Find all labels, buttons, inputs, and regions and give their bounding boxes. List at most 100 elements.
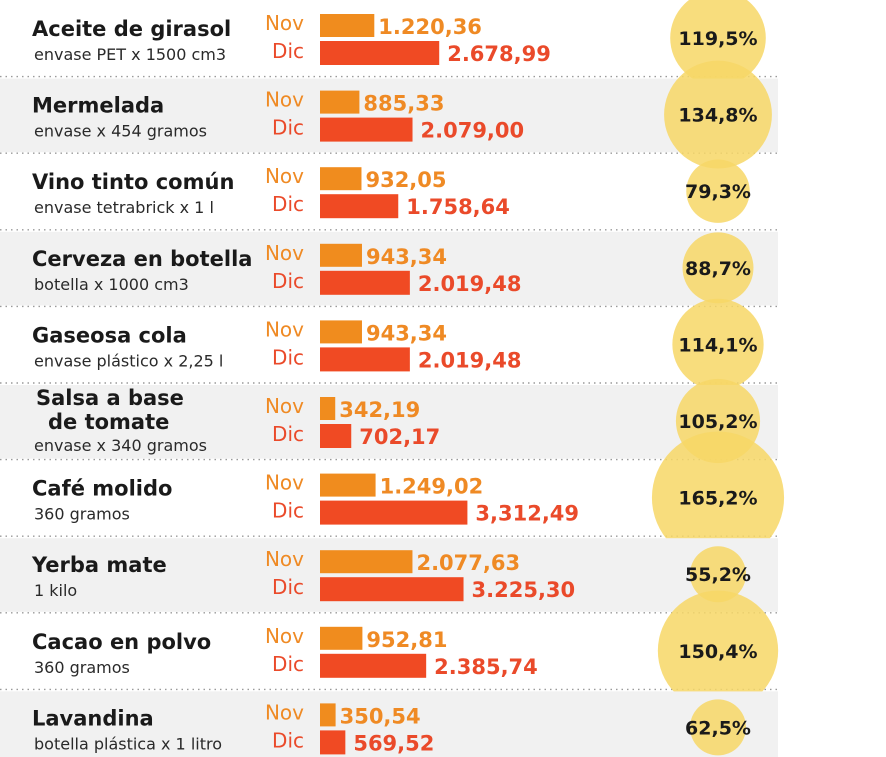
- product-name: Aceite de girasol: [32, 17, 231, 41]
- month-label-nov: Nov: [265, 624, 304, 648]
- bar-nov: [320, 90, 360, 114]
- month-label-nov: Nov: [265, 317, 304, 341]
- value-label-dic: 3.225,30: [472, 578, 576, 602]
- product-unit: botella plástica x 1 litro: [34, 734, 222, 753]
- pct-circle: [670, 0, 766, 86]
- month-label-nov: Nov: [265, 164, 304, 188]
- product-name: Yerba mate: [31, 553, 167, 577]
- bar-dic: [320, 194, 399, 219]
- bar-dic: [320, 270, 410, 295]
- pct-circle: [682, 232, 754, 304]
- bar-nov: [320, 243, 362, 267]
- value-label-dic: 2.678,99: [447, 42, 551, 66]
- bar-nov: [320, 397, 336, 420]
- value-label-dic: 2.019,48: [418, 348, 522, 372]
- bar-nov: [320, 14, 375, 37]
- value-label-nov: 342,19: [339, 398, 420, 422]
- product-unit: envase plástico x 2,25 l: [34, 351, 223, 370]
- value-label-nov: 943,34: [366, 321, 447, 345]
- product-name: Lavandina: [32, 706, 154, 730]
- pct-circle: [672, 298, 764, 391]
- pct-label: 134,8%: [678, 105, 757, 127]
- bar-dic: [320, 424, 352, 448]
- product-unit: botella x 1000 cm3: [34, 275, 189, 294]
- product-unit: 1 kilo: [34, 581, 77, 600]
- value-label-nov: 932,05: [365, 168, 446, 192]
- value-label-dic: 569,52: [353, 731, 434, 755]
- product-unit: envase PET x 1500 cm3: [34, 45, 226, 64]
- value-label-dic: 2.385,74: [434, 655, 538, 679]
- value-label-dic: 2.079,00: [421, 119, 525, 143]
- month-label-nov: Nov: [265, 700, 304, 724]
- bar-nov: [320, 626, 363, 650]
- pct-label: 55,2%: [685, 564, 751, 586]
- value-label-nov: 2.077,63: [416, 551, 520, 575]
- value-label-dic: 1.758,64: [406, 195, 510, 219]
- pct-circle: [686, 159, 750, 223]
- value-label-dic: 2.019,48: [418, 272, 522, 296]
- bar-nov: [320, 320, 362, 344]
- bar-nov: [320, 703, 336, 727]
- month-label-nov: Nov: [265, 471, 304, 495]
- product-name: Vino tinto común: [32, 170, 234, 194]
- pct-label: 62,5%: [685, 717, 751, 739]
- product-unit: 360 gramos: [34, 658, 130, 677]
- product-name: Café molido: [32, 477, 172, 501]
- month-label-dic: Dic: [272, 422, 304, 446]
- bar-dic: [320, 730, 346, 755]
- month-label-nov: Nov: [265, 11, 304, 35]
- product-name: Cerveza en botella: [32, 247, 252, 271]
- value-label-nov: 1.220,36: [378, 15, 482, 39]
- month-label-dic: Dic: [272, 499, 304, 523]
- month-label-nov: Nov: [265, 394, 304, 418]
- product-unit: envase tetrabrick x 1 l: [34, 198, 214, 217]
- value-label-dic: 3,312,49: [475, 502, 579, 526]
- pct-label: 105,2%: [678, 411, 757, 433]
- month-label-dic: Dic: [272, 575, 304, 599]
- bar-dic: [320, 653, 427, 678]
- pct-label: 165,2%: [678, 488, 757, 510]
- month-label-dic: Dic: [272, 39, 304, 63]
- month-label-dic: Dic: [272, 269, 304, 293]
- product-name: Mermelada: [32, 94, 164, 118]
- bar-dic: [320, 41, 440, 65]
- month-label-dic: Dic: [272, 345, 304, 369]
- pct-circle: [664, 60, 772, 169]
- value-label-nov: 885,33: [363, 92, 444, 116]
- value-label-nov: 952,81: [366, 628, 447, 652]
- bar-dic: [320, 347, 410, 372]
- month-label-dic: Dic: [272, 652, 304, 676]
- bar-nov: [320, 167, 362, 191]
- value-label-dic: 702,17: [359, 425, 440, 449]
- product-name: Cacao en polvo: [32, 630, 211, 654]
- product-name: Gaseosa cola: [32, 323, 187, 347]
- pct-label: 114,1%: [678, 334, 757, 356]
- value-label-nov: 943,34: [366, 245, 447, 269]
- product-name: Salsa a base: [36, 386, 184, 410]
- product-name-line2: de tomate: [48, 410, 169, 434]
- pct-circle: [690, 699, 746, 756]
- product-unit: envase x 454 gramos: [34, 122, 207, 141]
- month-label-dic: Dic: [272, 116, 304, 140]
- pct-label: 119,5%: [678, 28, 757, 50]
- bar-nov: [320, 473, 376, 497]
- bar-nov: [320, 550, 413, 574]
- row-background: [0, 385, 778, 459]
- month-label-dic: Dic: [272, 728, 304, 752]
- row-background: [0, 691, 778, 757]
- pct-label: 88,7%: [685, 258, 751, 280]
- month-label-nov: Nov: [265, 547, 304, 571]
- pct-label: 150,4%: [678, 641, 757, 663]
- value-label-nov: 350,54: [340, 704, 421, 728]
- value-label-nov: 1.249,02: [380, 475, 484, 499]
- bar-dic: [320, 577, 464, 602]
- month-label-nov: Nov: [265, 241, 304, 265]
- bar-dic: [320, 500, 468, 525]
- pct-circle: [690, 546, 746, 603]
- month-label-dic: Dic: [272, 192, 304, 216]
- pct-circle: [657, 590, 779, 711]
- bar-dic: [320, 117, 413, 142]
- pct-label: 79,3%: [685, 181, 751, 203]
- product-unit: envase x 340 gramos: [34, 436, 207, 455]
